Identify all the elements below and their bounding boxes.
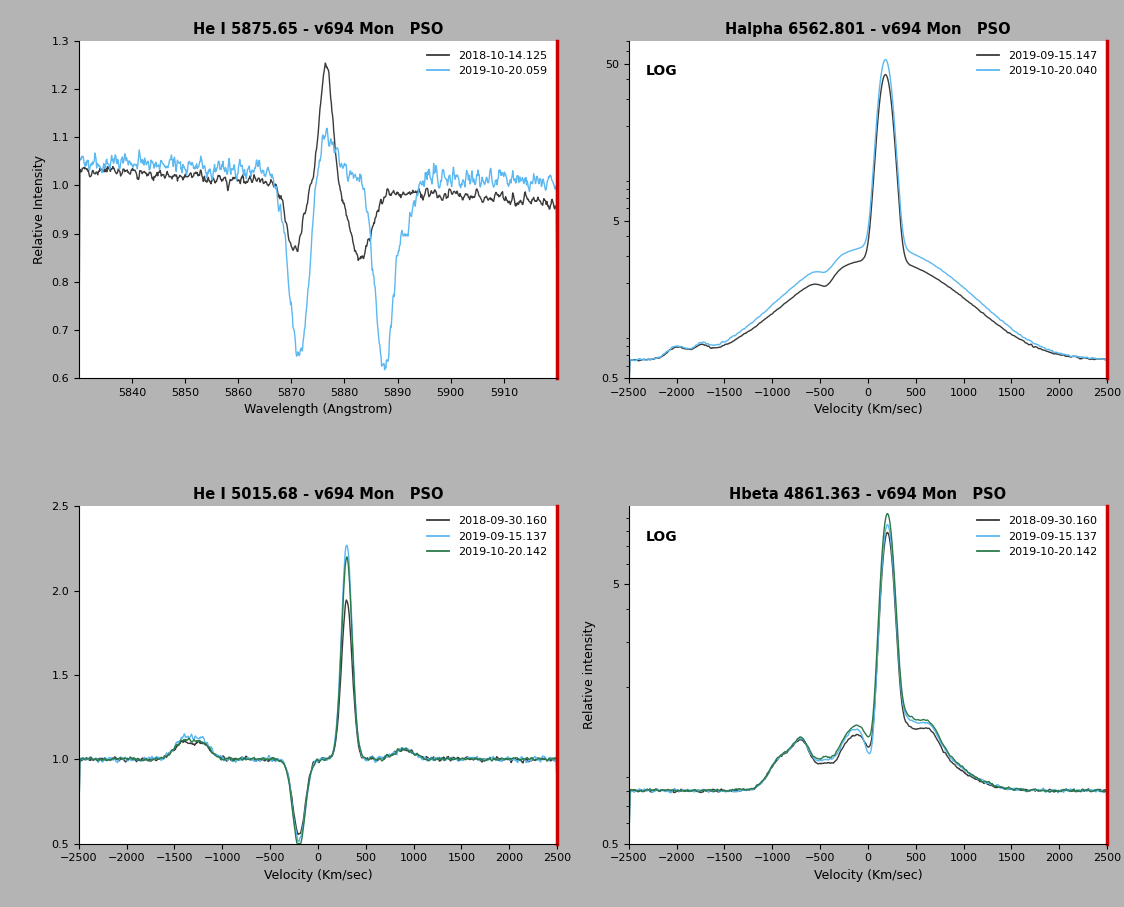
Title: He I 5015.68 - v694 Mon   PSO: He I 5015.68 - v694 Mon PSO <box>192 487 443 502</box>
X-axis label: Velocity (Km/sec): Velocity (Km/sec) <box>814 869 923 882</box>
Title: Hbeta 4861.363 - v694 Mon   PSO: Hbeta 4861.363 - v694 Mon PSO <box>729 487 1006 502</box>
Legend: 2018-09-30.160, 2019-09-15.137, 2019-10-20.142: 2018-09-30.160, 2019-09-15.137, 2019-10-… <box>423 512 552 561</box>
X-axis label: Velocity (Km/sec): Velocity (Km/sec) <box>263 869 372 882</box>
Legend: 2018-10-14.125, 2019-10-20.059: 2018-10-14.125, 2019-10-20.059 <box>423 46 552 81</box>
Legend: 2019-09-15.147, 2019-10-20.040: 2019-09-15.147, 2019-10-20.040 <box>972 46 1102 81</box>
Title: He I 5875.65 - v694 Mon   PSO: He I 5875.65 - v694 Mon PSO <box>192 22 443 37</box>
Text: LOG: LOG <box>645 64 677 78</box>
Title: Halpha 6562.801 - v694 Mon   PSO: Halpha 6562.801 - v694 Mon PSO <box>725 22 1010 37</box>
Y-axis label: Relative Intensity: Relative Intensity <box>33 155 46 264</box>
Legend: 2018-09-30.160, 2019-09-15.137, 2019-10-20.142: 2018-09-30.160, 2019-09-15.137, 2019-10-… <box>972 512 1102 561</box>
Y-axis label: Relative intensity: Relative intensity <box>583 620 596 729</box>
X-axis label: Wavelength (Angstrom): Wavelength (Angstrom) <box>244 404 392 416</box>
Text: LOG: LOG <box>645 530 677 544</box>
X-axis label: Velocity (Km/sec): Velocity (Km/sec) <box>814 404 923 416</box>
